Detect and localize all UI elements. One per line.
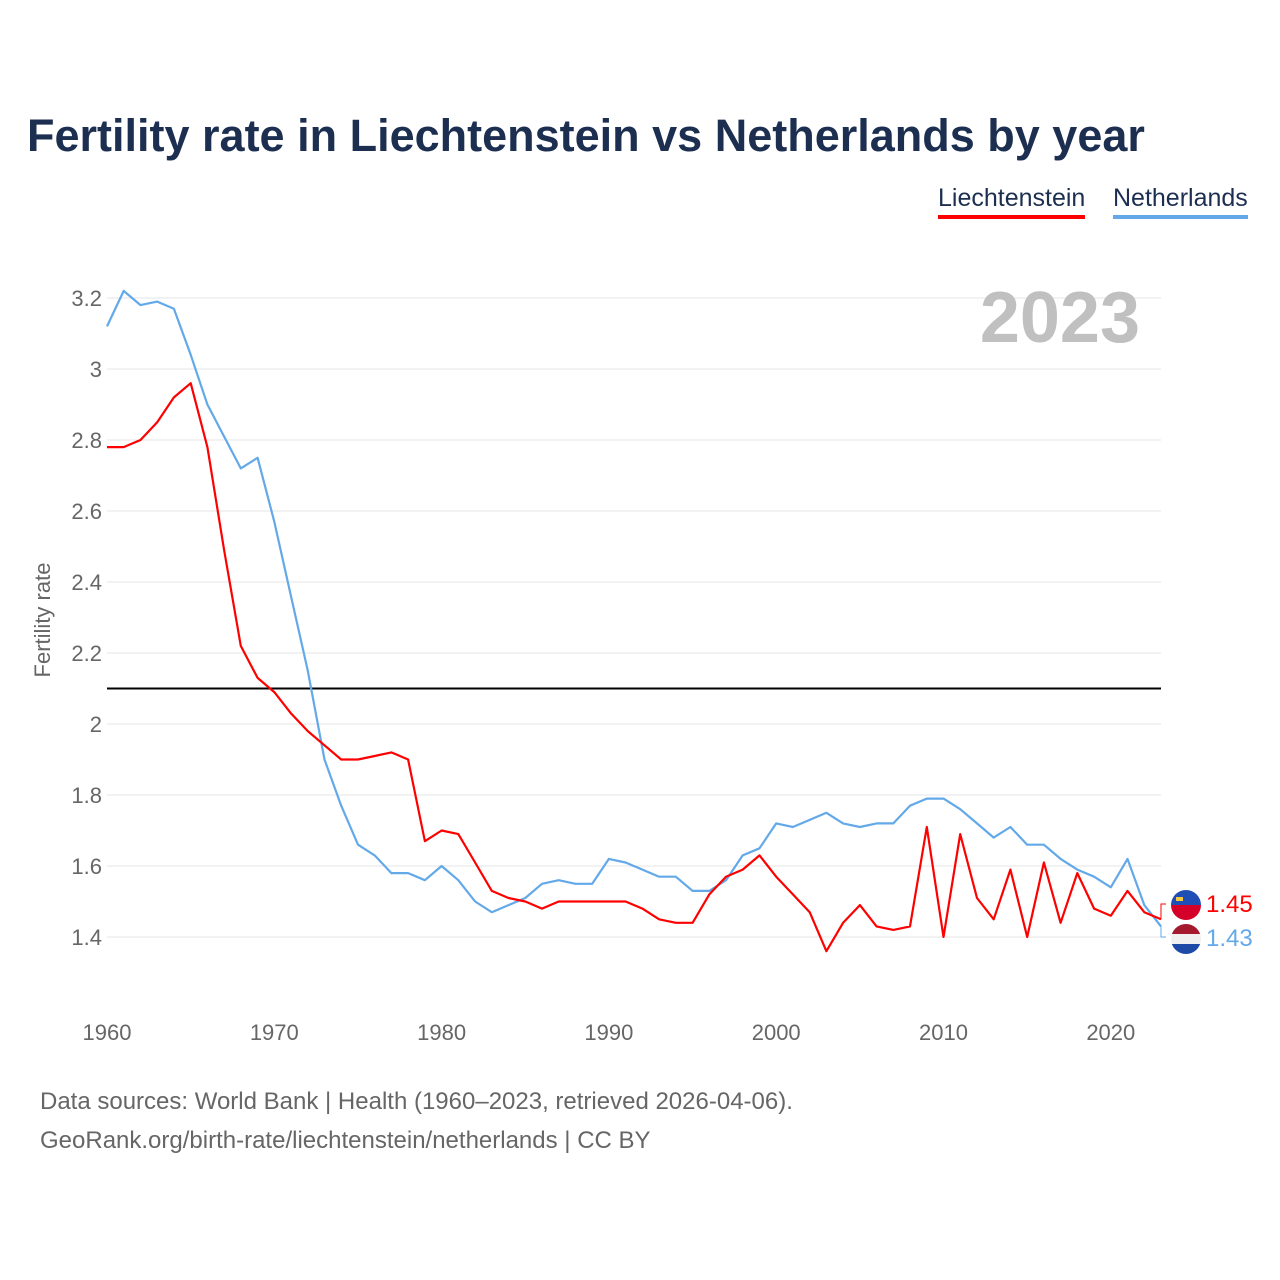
y-tick-label: 3.2 <box>71 286 102 311</box>
x-tick-label: 1960 <box>83 1020 132 1045</box>
x-tick-label: 2010 <box>919 1020 968 1045</box>
y-tick-label: 1.4 <box>71 925 102 950</box>
y-tick-label: 2.6 <box>71 499 102 524</box>
legend-liechtenstein[interactable]: Liechtenstein <box>938 184 1086 219</box>
y-axis-label: Fertility rate <box>30 563 55 678</box>
x-tick-label: 2000 <box>752 1020 801 1045</box>
y-tick-label: 2.2 <box>71 641 102 666</box>
data-sources: Data sources: World Bank | Health (1960–… <box>40 1088 793 1115</box>
y-tick-label: 3 <box>90 357 102 382</box>
series-line-liechtenstein <box>107 382 1162 953</box>
end-value-netherlands: 1.43 <box>1206 925 1253 952</box>
connector-liechtenstein <box>1160 903 1166 920</box>
x-tick-label: 2020 <box>1086 1020 1135 1045</box>
y-tick-label: 2 <box>90 712 102 737</box>
legend-netherlands[interactable]: Netherlands <box>1113 184 1248 219</box>
netherlands-flag-icon <box>1171 924 1201 954</box>
x-tick-label: 1990 <box>584 1020 633 1045</box>
series-line-netherlands <box>106 289 1162 928</box>
year-label: 2023 <box>980 278 1140 358</box>
liechtenstein-flag-icon <box>1171 890 1201 920</box>
credit-link[interactable]: GeoRank.org/birth-rate/liechtenstein/net… <box>40 1127 651 1154</box>
x-tick-label: 1970 <box>250 1020 299 1045</box>
y-tick-label: 1.8 <box>71 783 102 808</box>
y-tick-label: 2.4 <box>71 570 102 595</box>
y-tick-label: 2.8 <box>71 428 102 453</box>
y-tick-label: 1.6 <box>71 854 102 879</box>
connector-netherlands <box>1160 926 1166 938</box>
end-value-liechtenstein: 1.45 <box>1206 891 1253 918</box>
chart-title: Fertility rate in Liechtenstein vs Nethe… <box>27 110 1145 161</box>
x-tick-label: 1980 <box>417 1020 466 1045</box>
